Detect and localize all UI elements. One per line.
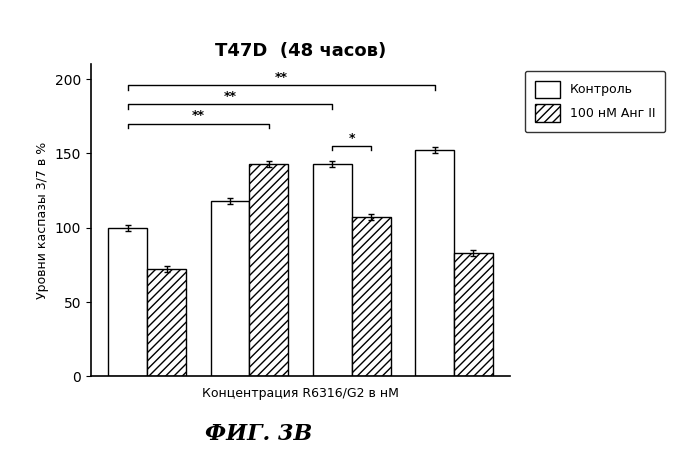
Text: **: ** [224,90,236,103]
Bar [108,228,147,376]
X-axis label: Концентрация R6316/G2 в нМ: Концентрация R6316/G2 в нМ [202,387,399,400]
Bar [313,164,352,376]
Text: **: ** [275,71,287,84]
Text: **: ** [192,109,205,122]
Bar [454,253,493,376]
Title: T47D  (48 часов): T47D (48 часов) [215,42,386,60]
Legend: Контроль, 100 нМ Анг II: Контроль, 100 нМ Анг II [525,71,665,132]
Bar [210,201,250,376]
Bar [415,151,454,376]
Y-axis label: Уровни каспазы 3/7 в %: Уровни каспазы 3/7 в % [36,142,49,299]
Bar [147,269,186,376]
Text: *: * [349,132,355,145]
Text: ФИГ. 3В: ФИГ. 3В [205,423,312,445]
Bar [352,218,391,376]
Bar [250,164,288,376]
